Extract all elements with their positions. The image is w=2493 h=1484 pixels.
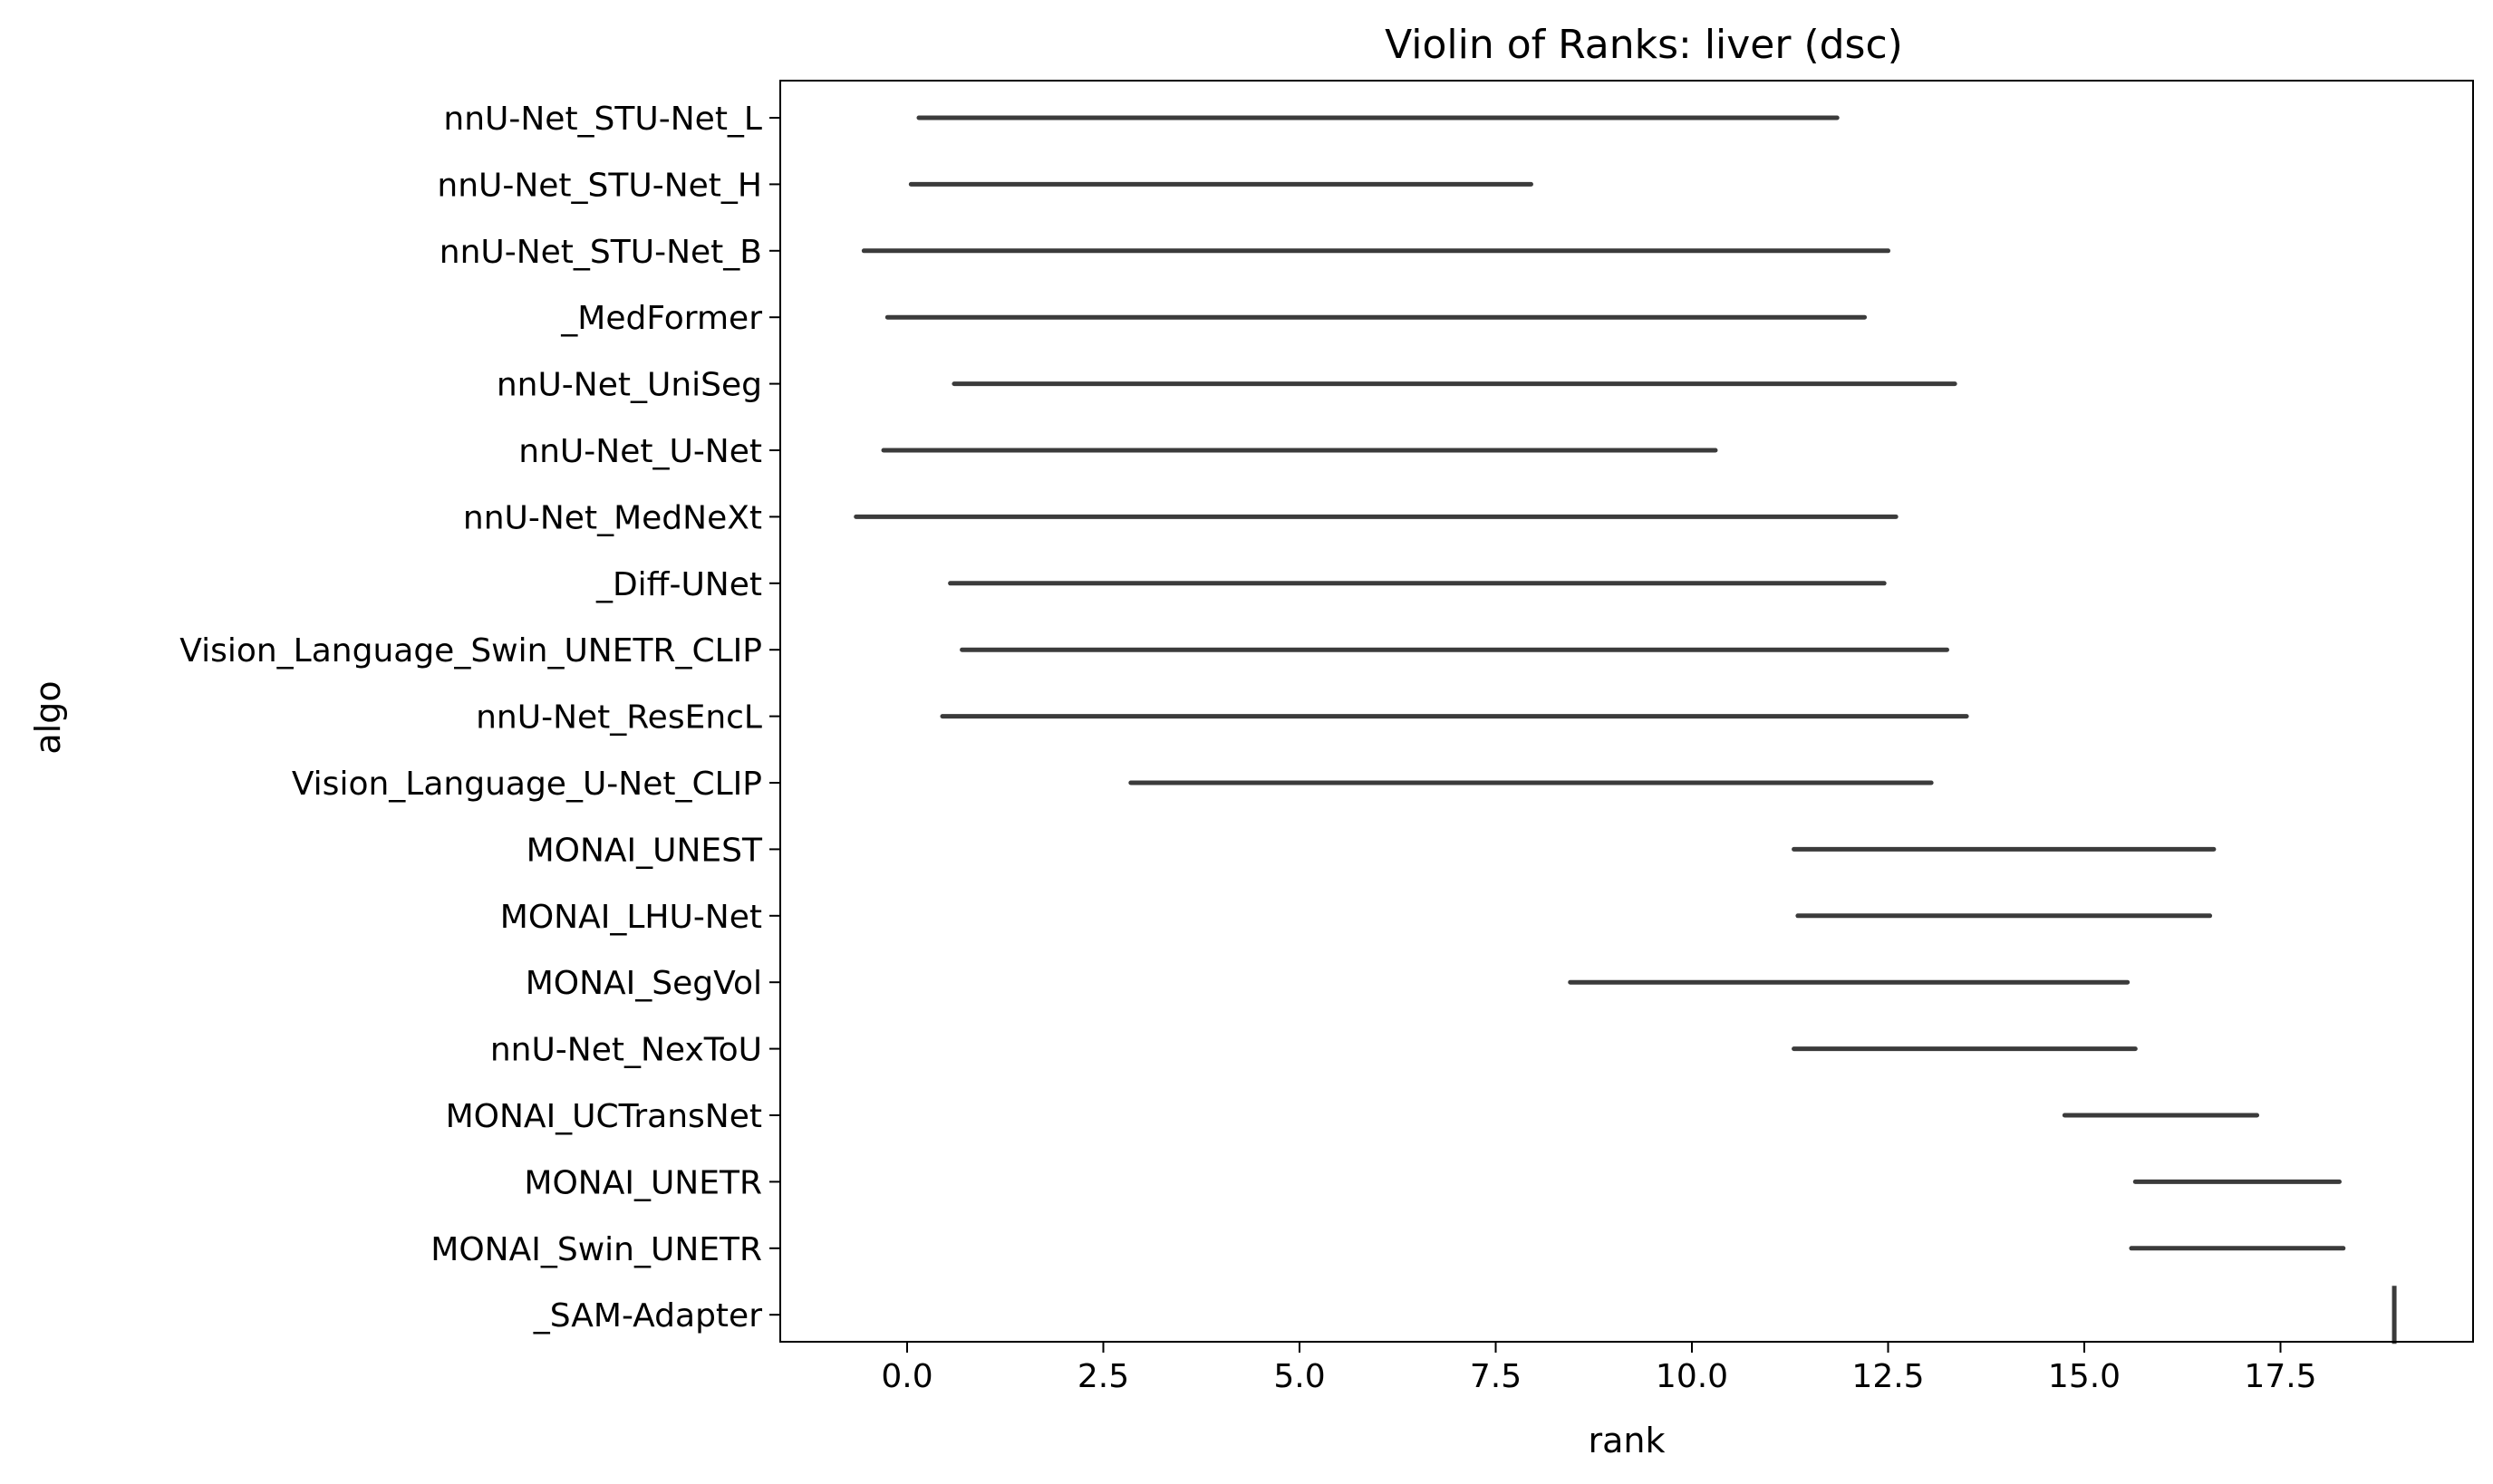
y-tick-label: nnU-Net_U-Net [518, 433, 762, 470]
y-tick-label: MONAI_UNETR [524, 1164, 762, 1201]
x-tick-label: 0.0 [881, 1358, 932, 1395]
x-tick-label: 2.5 [1077, 1358, 1129, 1395]
y-tick-label: MONAI_SegVol [526, 965, 762, 1002]
y-axis-title: algo [28, 680, 68, 754]
y-tick-label: Vision_Language_Swin_UNETR_CLIP [179, 632, 762, 670]
y-axis: nnU-Net_STU-Net_L nnU-Net_STU-Net_H nnU-Ne… [179, 101, 780, 1335]
y-tick-label: _MedFormer [560, 300, 762, 337]
y-tick-label: nnU-Net_MedNeXt [463, 499, 762, 536]
y-tick-label: nnU-Net_STU-Net_L [443, 101, 762, 138]
y-tick-label: nnU-Net_STU-Net_H [437, 167, 762, 204]
plot-frame [779, 80, 2474, 1343]
y-tick-label: MONAI_LHU-Net [500, 899, 762, 936]
y-tick-label: nnU-Net_NexToU [490, 1032, 762, 1069]
x-tick-label: 17.5 [2244, 1358, 2316, 1395]
y-tick-label: MONAI_Swin_UNETR [430, 1231, 762, 1268]
y-tick-label: nnU-Net_ResEncL [476, 699, 762, 737]
x-tick-label: 7.5 [1470, 1358, 1522, 1395]
y-tick-label: _SAM-Adapter [533, 1297, 762, 1335]
y-tick-label: Vision_Language_U-Net_CLIP [292, 766, 762, 803]
x-tick-label: 12.5 [1851, 1358, 1924, 1395]
x-tick-label: 5.0 [1273, 1358, 1325, 1395]
plot-marks [854, 115, 2397, 1344]
y-tick-label: _Diff-UNet [595, 566, 762, 603]
y-tick-label: nnU-Net_UniSeg [497, 367, 762, 404]
x-tick-label: 15.0 [2048, 1358, 2121, 1395]
x-axis: 0.0 2.5 5.0 7.5 10.0 12.5 15.0 17.5 [881, 1342, 2317, 1395]
x-tick-label: 10.0 [1656, 1358, 1728, 1395]
y-tick-label: MONAI_UNEST [527, 832, 763, 869]
y-tick-label: nnU-Net_STU-Net_B [440, 234, 762, 271]
chart-title: Violin of Ranks: liver (dsc) [1385, 22, 1903, 68]
x-axis-title: rank [1589, 1421, 1666, 1460]
y-tick-label: MONAI_UCTransNet [446, 1098, 762, 1135]
